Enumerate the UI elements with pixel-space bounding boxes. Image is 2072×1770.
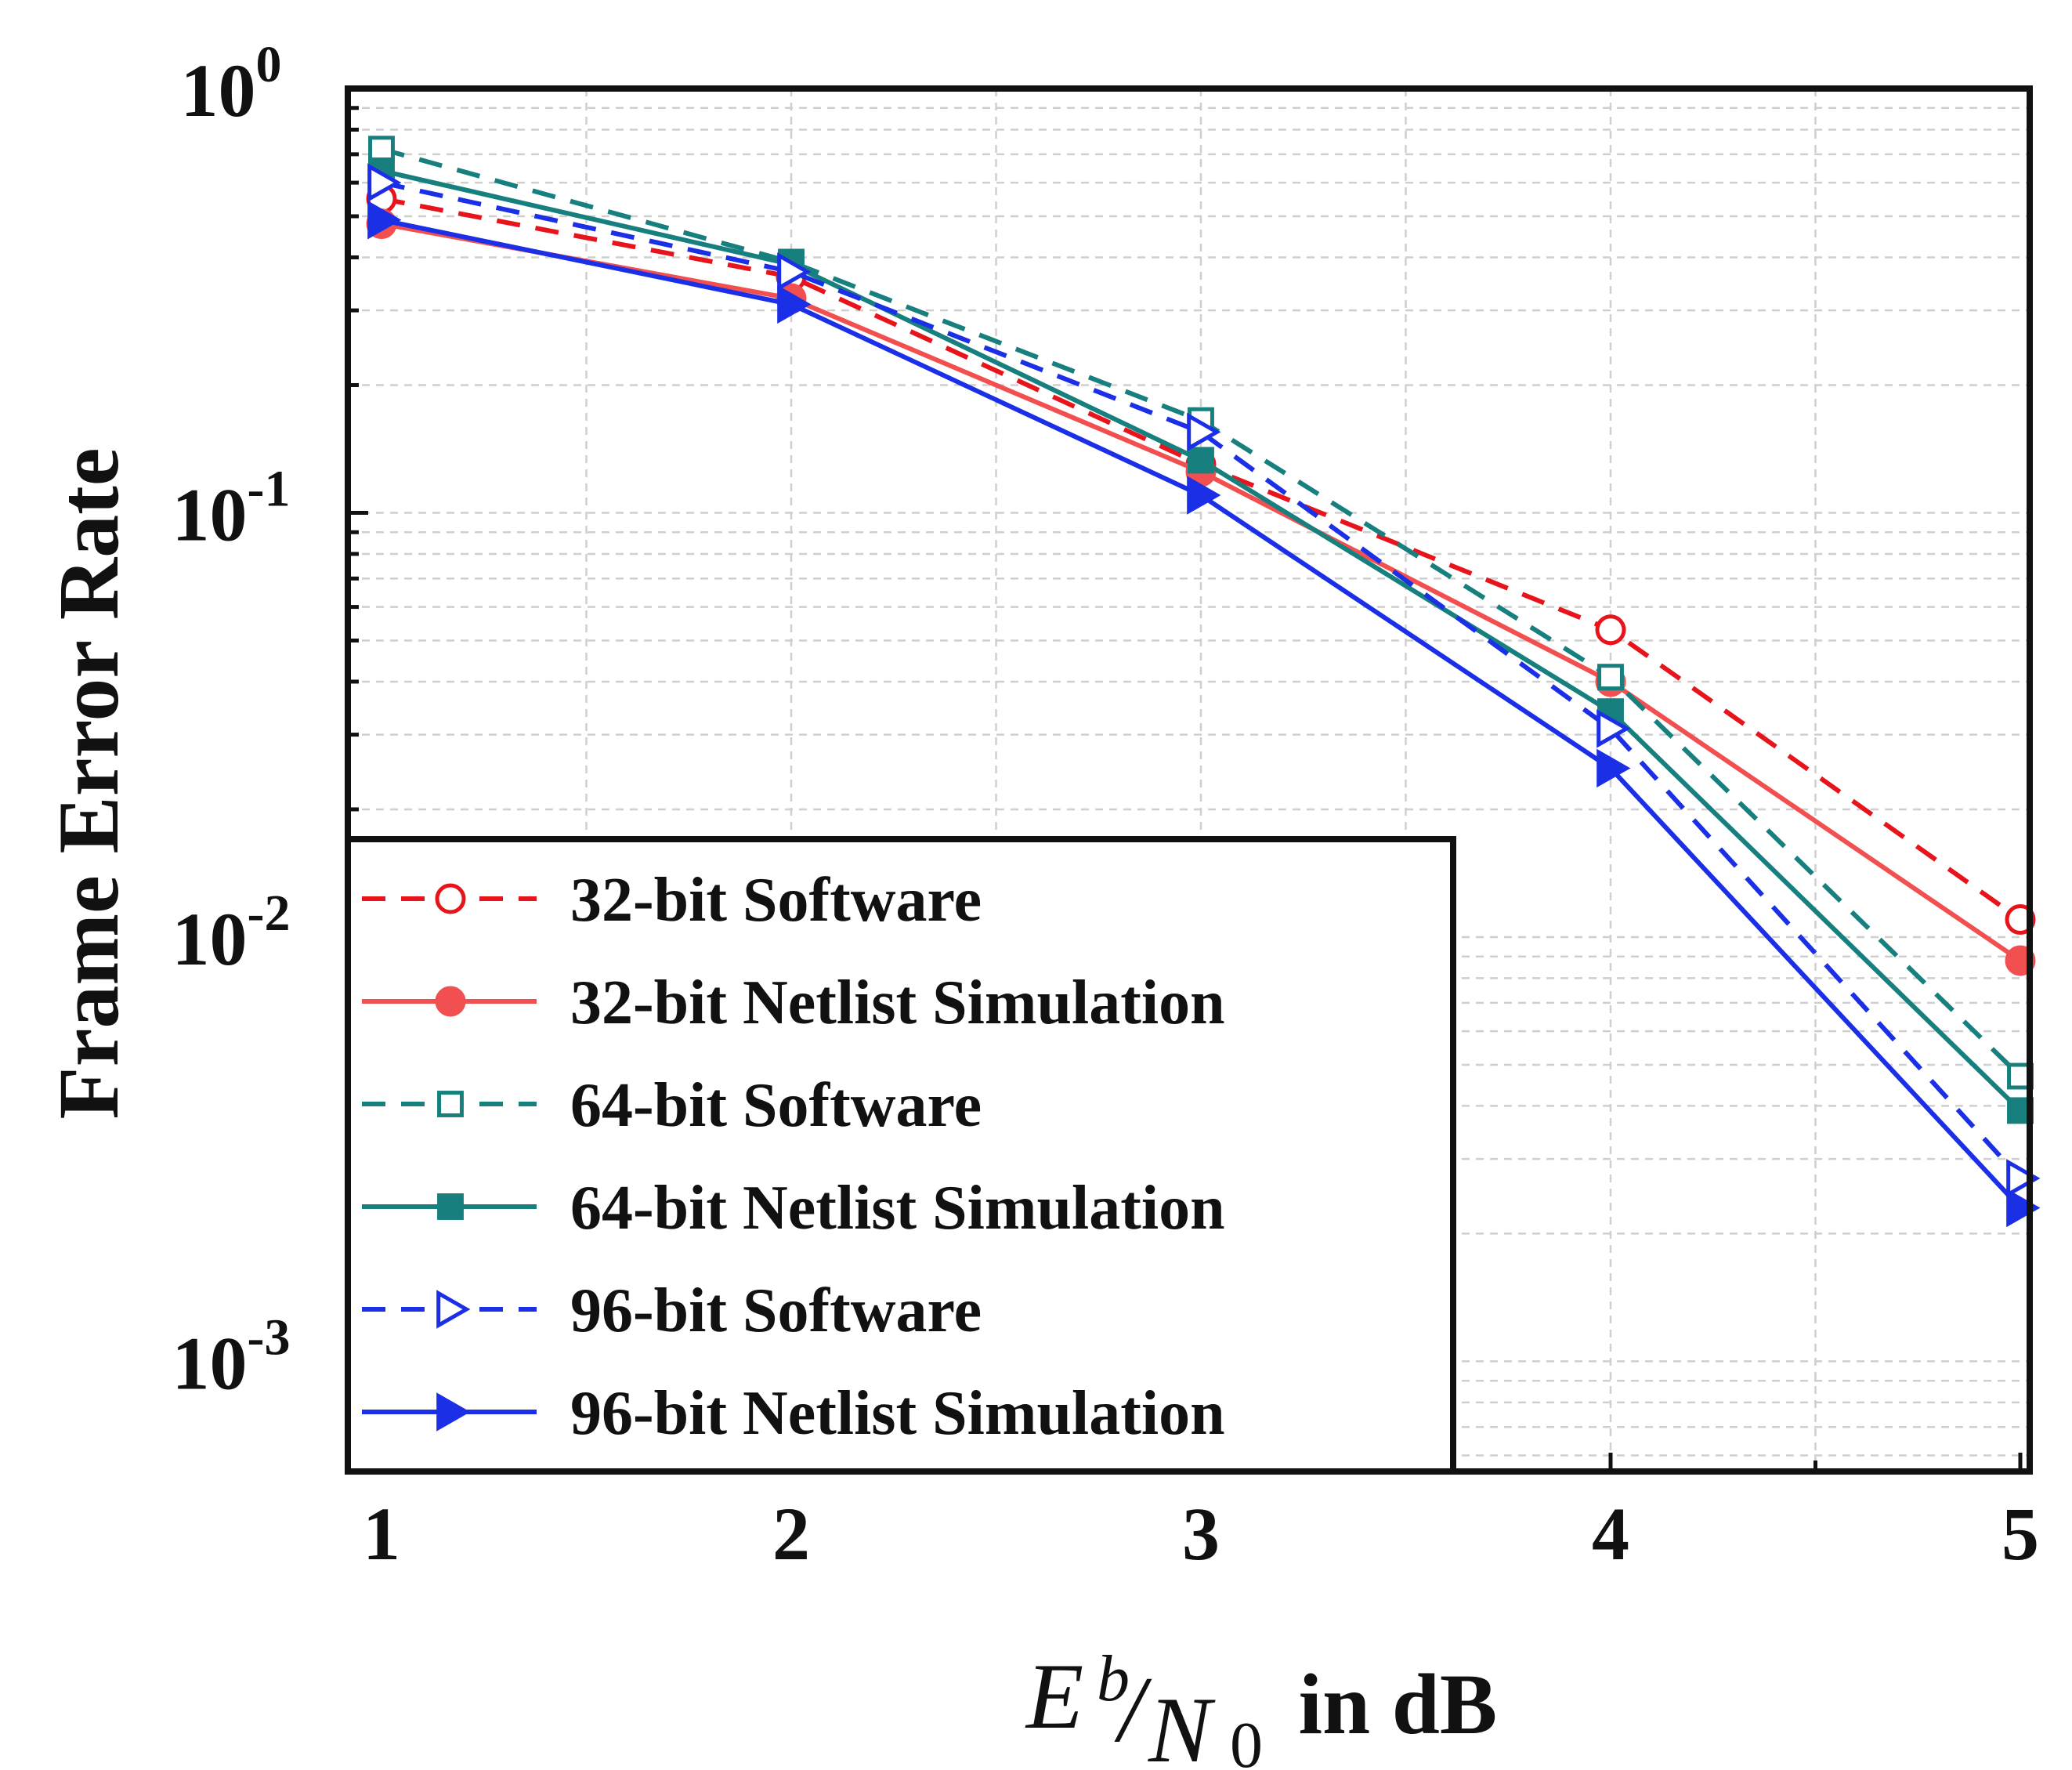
data-point	[368, 136, 395, 163]
x-tick-label: 5	[2001, 1492, 2039, 1576]
legend-entry-4: 64-bit Netlist Simulation	[362, 1174, 1225, 1243]
legend-marker	[436, 1290, 471, 1329]
x-axis-title-sub: 0	[1230, 1709, 1263, 1770]
legend-label: 64-bit Netlist Simulation	[570, 1174, 1225, 1243]
y-axis: 100 10-1 10-2 10-3	[172, 36, 291, 1405]
data-point	[1597, 664, 1624, 691]
data-point	[777, 252, 812, 291]
x-axis: 1 2 3 4 5	[363, 1492, 2039, 1576]
legend-label: 32-bit Software	[570, 866, 982, 935]
data-point	[1596, 709, 1631, 748]
legend-entry-2: 32-bit Netlist Simulation	[362, 968, 1225, 1037]
legend-label: 96-bit Netlist Simulation	[570, 1379, 1225, 1448]
legend-marker	[435, 883, 466, 914]
legend-label: 32-bit Netlist Simulation	[570, 968, 1225, 1037]
x-tick-label: 2	[772, 1492, 810, 1576]
data-point	[2006, 1159, 2041, 1198]
data-point	[777, 284, 812, 324]
series-5	[367, 163, 2041, 1198]
legend-entry-1: 32-bit Software	[362, 866, 982, 935]
data-point	[1188, 447, 1214, 474]
x-axis-title-e: E	[1025, 1644, 1083, 1748]
legend-entry-5: 96-bit Software	[362, 1276, 982, 1345]
data-point	[1596, 748, 1631, 788]
x-axis-title: E b / N 0 in dB	[1025, 1623, 1497, 1770]
y-tick-label: 10-3	[172, 1308, 291, 1405]
data-point	[1595, 614, 1626, 646]
y-tick-label: 10-1	[172, 460, 291, 556]
x-axis-title-n: N	[1148, 1678, 1216, 1770]
series-line	[381, 180, 2023, 1180]
data-point	[1187, 476, 1221, 515]
legend-box	[345, 836, 1456, 1475]
legend-label: 64-bit Software	[570, 1071, 982, 1140]
y-axis-title: Frame Error Rate	[41, 447, 136, 1119]
data-point	[367, 201, 402, 240]
x-tick-label: 1	[363, 1492, 400, 1576]
data-point	[2006, 1188, 2041, 1228]
legend-marker	[437, 1193, 464, 1220]
y-tick-label: 10-2	[172, 885, 291, 981]
x-axis-title-slash: /	[1114, 1657, 1152, 1761]
series-6	[367, 201, 2041, 1228]
x-axis-title-b: b	[1097, 1642, 1130, 1715]
x-tick-label: 3	[1182, 1492, 1220, 1576]
data-point	[367, 163, 402, 202]
legend-label: 96-bit Software	[570, 1276, 982, 1345]
y-tick-label: 100	[181, 36, 282, 132]
series-layer	[366, 136, 2041, 1228]
legend-marker	[437, 1091, 464, 1117]
legend: 32-bit Software 32-bit Netlist Simulation…	[345, 836, 1456, 1475]
x-axis-title-unit: in dB	[1277, 1656, 1497, 1752]
legend-marker	[436, 1392, 471, 1432]
legend-marker	[435, 986, 466, 1017]
x-tick-label: 4	[1592, 1492, 1629, 1576]
data-point	[1187, 412, 1221, 452]
legend-entry-6: 96-bit Netlist Simulation	[362, 1379, 1225, 1448]
legend-entry-3: 64-bit Software	[362, 1071, 982, 1140]
